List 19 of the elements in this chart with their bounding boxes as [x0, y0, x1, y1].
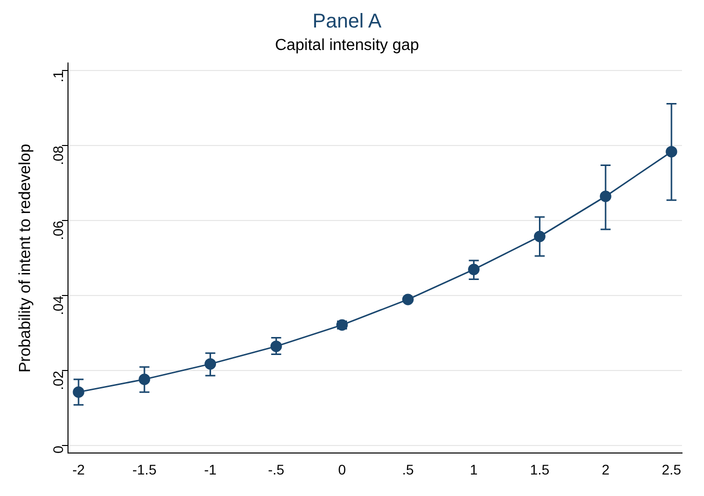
- y-tick-label: 0: [50, 445, 66, 454]
- x-tick-label: 2.5: [662, 461, 682, 478]
- x-tick-label: -1.5: [132, 461, 157, 478]
- y-tick-label: .1: [50, 70, 66, 82]
- y-tick-label: .06: [50, 220, 66, 240]
- chart-subtitle: Capital intensity gap: [274, 37, 420, 54]
- x-tick-label: 2: [602, 461, 610, 478]
- x-tick-label: 0: [338, 461, 346, 478]
- y-tick-label: .04: [50, 295, 66, 316]
- y-axis-title: Probability of intent to redevelop: [17, 144, 34, 372]
- x-tick-label: -2: [72, 461, 85, 478]
- x-tick-label: -.5: [268, 461, 285, 478]
- x-tick-label: 1: [470, 461, 478, 478]
- x-tick-label: 1.5: [530, 461, 550, 478]
- y-tick-label: .02: [50, 370, 66, 390]
- x-tick-label: .5: [402, 461, 414, 478]
- x-tick-label: -1: [204, 461, 217, 478]
- chart-title: Panel A: [312, 10, 382, 33]
- y-tick-label: .08: [50, 145, 66, 166]
